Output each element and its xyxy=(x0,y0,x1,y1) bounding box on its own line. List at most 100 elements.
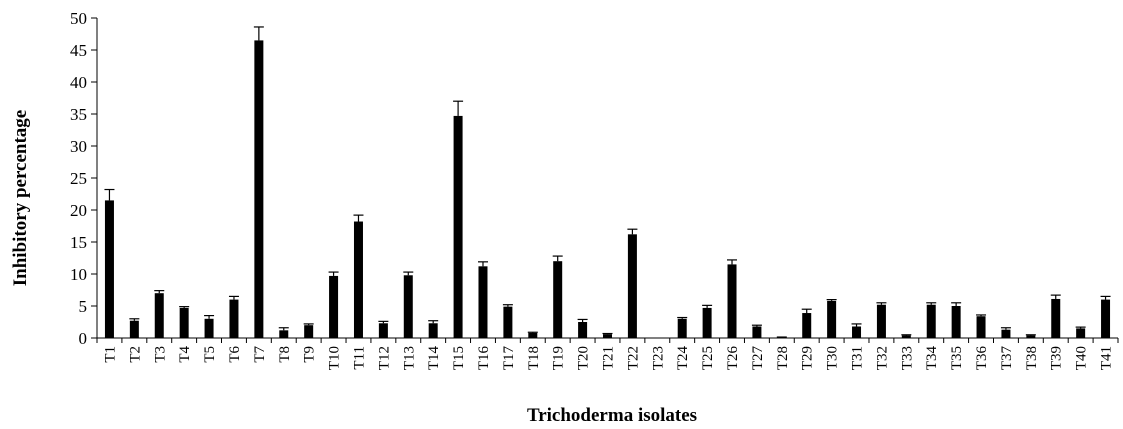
bar-T18 xyxy=(528,332,538,338)
y-axis: 0 5 10 15 20 25 30 35 40 45 50 xyxy=(70,9,98,348)
category-label-T20: T20 xyxy=(576,346,592,370)
y-tick-label: 20 xyxy=(70,201,87,220)
bar-T9 xyxy=(304,325,314,338)
bar-T13 xyxy=(403,275,413,338)
category-label-T40: T40 xyxy=(1074,346,1090,370)
bar-T35 xyxy=(951,306,961,338)
bar-T2 xyxy=(129,320,139,338)
category-label-T6: T6 xyxy=(227,346,243,363)
bar-T28 xyxy=(777,337,787,338)
category-label-T33: T33 xyxy=(899,346,915,370)
bar-T14 xyxy=(428,323,438,338)
category-label-T8: T8 xyxy=(277,346,293,363)
category-label-T21: T21 xyxy=(601,346,617,370)
category-label-T41: T41 xyxy=(1099,346,1115,370)
category-label-T1: T1 xyxy=(102,346,118,363)
x-axis-title: Trichoderma isolates xyxy=(527,405,697,426)
bar-T25 xyxy=(702,307,712,338)
bar-T7 xyxy=(254,40,264,339)
bar-T36 xyxy=(976,316,986,338)
bar-T24 xyxy=(677,318,687,338)
category-label-T4: T4 xyxy=(177,346,193,363)
bar-T38 xyxy=(1026,335,1036,338)
bar-T34 xyxy=(926,304,936,338)
y-tick-label: 35 xyxy=(70,105,87,124)
category-label-T39: T39 xyxy=(1049,346,1065,370)
bar-T8 xyxy=(279,330,289,338)
category-label-T34: T34 xyxy=(924,346,940,371)
category-label-T18: T18 xyxy=(526,346,542,370)
bar-T32 xyxy=(876,304,886,338)
bar-T15 xyxy=(453,115,463,338)
y-tick-label: 30 xyxy=(70,137,87,156)
bar-T5 xyxy=(204,318,214,338)
bar-T10 xyxy=(329,275,339,338)
y-tick-label: 0 xyxy=(79,329,88,348)
error-bars xyxy=(104,26,1111,338)
bar-T20 xyxy=(578,322,588,338)
category-label-T24: T24 xyxy=(675,346,691,371)
bar-T30 xyxy=(827,300,837,338)
category-label-T16: T16 xyxy=(476,346,492,371)
category-label-T37: T37 xyxy=(999,346,1015,371)
category-label-T35: T35 xyxy=(949,346,965,370)
category-label-T32: T32 xyxy=(874,346,890,370)
bar-T41 xyxy=(1101,299,1111,338)
category-label-T11: T11 xyxy=(351,346,367,370)
bar-T17 xyxy=(503,306,513,338)
bar-T3 xyxy=(154,293,164,338)
bar-T19 xyxy=(553,261,563,338)
category-label-T15: T15 xyxy=(451,346,467,370)
category-label-T28: T28 xyxy=(775,346,791,370)
category-label-T27: T27 xyxy=(750,346,766,371)
category-label-T10: T10 xyxy=(327,346,343,370)
category-labels: T1 T2 T3 T4 T5 T6 T7 T8 T9 T10 T11 T12 T13 T14 T15 T16 T… xyxy=(102,346,1114,371)
bar-T37 xyxy=(1001,329,1011,338)
category-label-T14: T14 xyxy=(426,346,442,371)
y-tick-label: 25 xyxy=(70,169,87,188)
category-label-T31: T31 xyxy=(850,346,866,370)
category-label-T9: T9 xyxy=(302,346,318,363)
bar-T40 xyxy=(1076,328,1086,338)
bar-T21 xyxy=(603,334,612,338)
category-label-T3: T3 xyxy=(152,346,168,363)
category-label-T12: T12 xyxy=(376,346,392,370)
y-tick-label: 45 xyxy=(70,41,87,60)
y-tick-label: 5 xyxy=(79,297,88,316)
category-label-T38: T38 xyxy=(1024,346,1040,370)
category-label-T22: T22 xyxy=(625,346,641,370)
bar-T26 xyxy=(727,264,737,338)
category-label-T19: T19 xyxy=(551,346,567,370)
x-axis xyxy=(96,337,1119,343)
category-label-T5: T5 xyxy=(202,346,218,363)
bar-T29 xyxy=(802,313,812,338)
bar-T33 xyxy=(901,335,911,338)
category-label-T23: T23 xyxy=(650,346,666,370)
category-label-T36: T36 xyxy=(974,346,990,371)
category-label-T2: T2 xyxy=(127,346,143,363)
category-label-T17: T17 xyxy=(501,346,517,371)
bar-T39 xyxy=(1051,298,1061,338)
bar-T12 xyxy=(378,323,388,338)
bar-T22 xyxy=(627,234,637,338)
y-tick-label: 40 xyxy=(70,73,87,92)
bar-T1 xyxy=(104,200,114,338)
bar-T6 xyxy=(229,299,239,338)
category-label-T13: T13 xyxy=(401,346,417,370)
bar-T11 xyxy=(353,221,363,338)
category-label-T30: T30 xyxy=(825,346,841,370)
category-label-T7: T7 xyxy=(252,346,268,363)
bars xyxy=(104,40,1111,339)
bar-T27 xyxy=(752,326,762,338)
category-label-T26: T26 xyxy=(725,346,741,371)
y-tick-label: 10 xyxy=(70,265,87,284)
bar-T4 xyxy=(179,307,189,338)
y-tick-label: 15 xyxy=(70,233,87,252)
bar-T31 xyxy=(852,326,862,338)
y-axis-title: Inhibitory percentage xyxy=(10,110,31,286)
y-tick-label: 50 xyxy=(70,9,87,28)
category-label-T29: T29 xyxy=(800,346,816,370)
category-label-T25: T25 xyxy=(700,346,716,370)
bar-T16 xyxy=(478,266,488,338)
